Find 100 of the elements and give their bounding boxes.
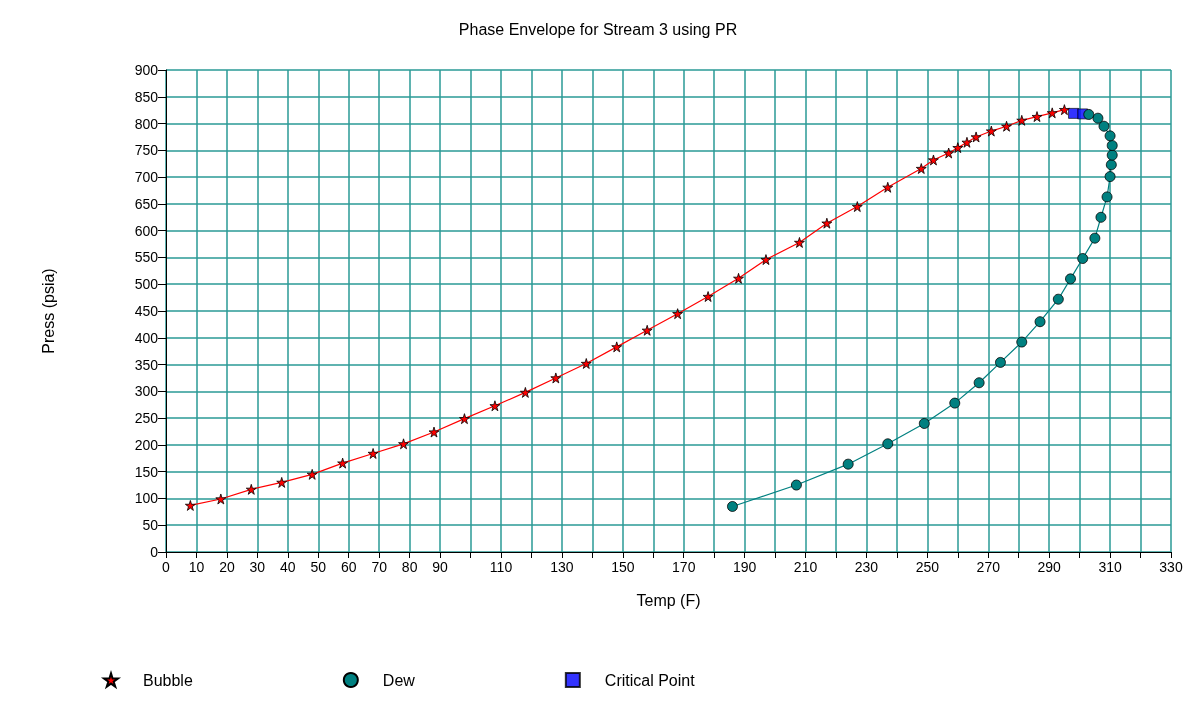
y-tick-label: 600: [134, 222, 159, 239]
point: [1089, 232, 1101, 244]
x-tick-label: 50: [310, 559, 327, 575]
y-tick-label: 750: [134, 142, 159, 159]
x-tick-label: 330: [1159, 559, 1183, 575]
y-tick-label: 250: [134, 410, 159, 427]
point: [1106, 140, 1118, 151]
point: [337, 457, 349, 469]
point: [215, 493, 227, 505]
y-tick-label: 650: [134, 195, 159, 212]
point: [985, 125, 997, 137]
y-axis-title: Press (psia): [39, 268, 57, 354]
x-tick-label: 70: [371, 559, 388, 575]
point: [1092, 112, 1104, 124]
point: [1052, 293, 1064, 305]
point: [842, 458, 854, 470]
y-tick-label: 450: [134, 303, 159, 319]
point: [550, 372, 562, 384]
point: [851, 201, 863, 212]
point: [489, 400, 501, 412]
point: [1034, 316, 1046, 328]
point: [1077, 253, 1089, 264]
y-tick-label: 800: [134, 115, 159, 132]
point: [821, 217, 833, 229]
point: [1083, 109, 1095, 120]
point: [949, 397, 961, 409]
y-tick-label: 200: [134, 436, 159, 453]
point: [733, 272, 744, 284]
point: [306, 468, 318, 480]
point: [943, 147, 955, 159]
x-tick-label: 270: [976, 559, 1001, 575]
x-tick-label: 170: [672, 559, 696, 575]
y-tick-label: 0: [150, 544, 159, 560]
point: [1098, 120, 1110, 132]
y-tick-label: 900: [134, 62, 159, 78]
point: [918, 418, 930, 429]
x-tick-label: 290: [1037, 559, 1062, 575]
point: [760, 254, 772, 265]
point: [882, 181, 894, 193]
point: [928, 154, 939, 166]
point: [1046, 107, 1058, 119]
point: [791, 479, 802, 491]
x-tick-label: 130: [550, 559, 574, 575]
point: [459, 413, 470, 425]
point: [1095, 211, 1107, 223]
legend-label: Dew: [382, 671, 416, 689]
y-tick-label: 700: [134, 169, 159, 186]
y-tick-label: 150: [134, 463, 159, 480]
point: [961, 136, 973, 148]
point: [184, 500, 196, 511]
x-tick-label: 40: [280, 559, 296, 575]
x-tick-label: 110: [489, 559, 513, 575]
point: [1101, 191, 1113, 203]
y-tick-label: 300: [134, 383, 159, 400]
point: [276, 476, 288, 488]
y-tick-label: 50: [142, 517, 159, 534]
y-tick-label: 100: [134, 490, 159, 507]
point: [970, 131, 982, 143]
point: [672, 308, 684, 320]
x-tick-label: 250: [915, 559, 940, 575]
x-tick-label: 0: [162, 559, 171, 575]
y-tick-label: 850: [134, 88, 159, 105]
point: [428, 426, 440, 438]
point: [245, 483, 257, 495]
point: [915, 163, 927, 174]
point: [1105, 159, 1117, 171]
x-tick-label: 60: [340, 559, 357, 575]
point: [702, 291, 714, 302]
point: [882, 438, 894, 450]
y-tick-label: 550: [134, 249, 159, 266]
point: [1016, 336, 1028, 348]
point: [995, 357, 1006, 368]
point: [794, 237, 805, 248]
point: [519, 387, 531, 398]
point: [398, 438, 409, 450]
point: [641, 324, 653, 336]
x-tick-label: 230: [854, 559, 879, 575]
x-tick-label: 190: [732, 559, 757, 575]
y-tick-label: 400: [134, 329, 159, 346]
x-tick-label: 310: [1098, 559, 1122, 575]
point: [973, 377, 985, 389]
point: [367, 448, 379, 459]
x-tick-label: 20: [219, 559, 235, 575]
legend-label: Bubble: [143, 671, 193, 689]
y-tick-label: 350: [134, 356, 159, 373]
point: [1059, 104, 1070, 116]
y-tick-label: 500: [134, 276, 159, 293]
x-tick-label: 80: [401, 559, 418, 575]
point: [1016, 114, 1028, 126]
x-tick-label: 10: [188, 559, 205, 575]
point: [727, 501, 738, 512]
point: [1031, 111, 1043, 122]
x-axis-title: Temp (F): [636, 591, 701, 609]
chart-title: Phase Envelope for Stream 3 using PR: [458, 20, 738, 38]
point: [580, 358, 592, 369]
point: [1065, 273, 1076, 285]
point: [952, 142, 964, 154]
point: [1106, 149, 1118, 161]
point: [1104, 171, 1116, 182]
legend-label: Critical Point: [604, 671, 696, 689]
